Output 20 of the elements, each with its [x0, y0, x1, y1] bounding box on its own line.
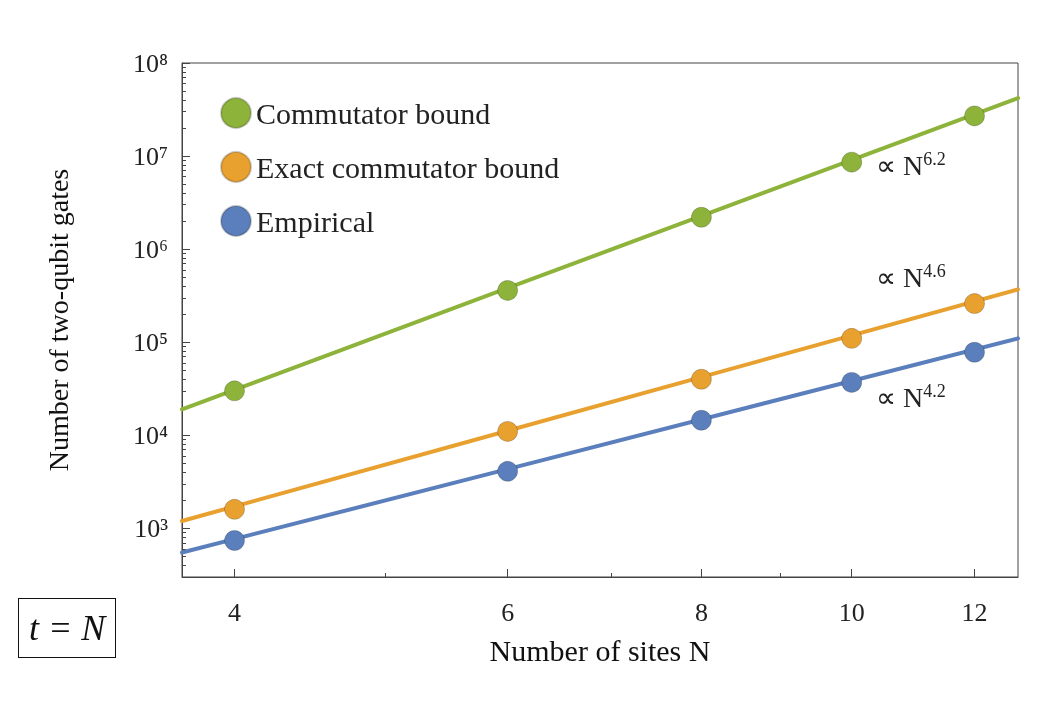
x-tick-label: 10 — [838, 597, 865, 627]
x-axis-title: Number of sites N — [489, 633, 711, 667]
x-tick-label: 4 — [228, 597, 242, 627]
y-tick-label: 10⁴ — [132, 420, 168, 450]
annotation: ∝ N$^{4.6}$ — [876, 261, 946, 295]
y-tick-label: 10⁷ — [132, 141, 168, 171]
y-tick-label: 10⁶ — [132, 234, 168, 264]
y-tick-label: 10⁵ — [132, 327, 168, 357]
legend-label: Empirical — [256, 204, 375, 238]
legend-label: Commutator bound — [256, 96, 491, 130]
y-tick-label: 10³ — [134, 513, 169, 543]
annotation: ∝ N$^{4.2}$ — [876, 381, 946, 415]
x-tick-label: 8 — [694, 597, 708, 627]
x-tick-label: 6 — [501, 597, 515, 627]
y-axis-title: Number of two-qubit gates — [42, 168, 74, 472]
annotation: ∝ N$^{6.2}$ — [876, 149, 946, 183]
text: t = N — [18, 598, 117, 658]
x-tick-label: 12 — [961, 597, 988, 627]
legend-label: Exact commutator bound — [256, 150, 560, 184]
y-tick-label: 10⁸ — [132, 48, 168, 78]
